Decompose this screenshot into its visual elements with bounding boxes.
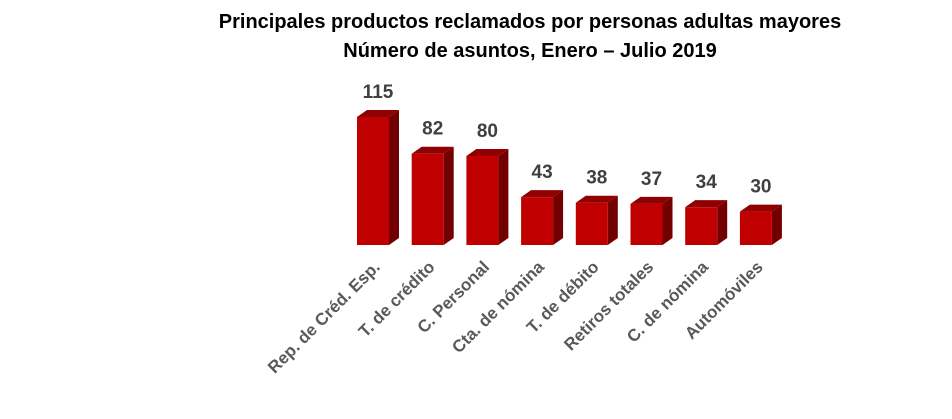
- data-label: 82: [422, 119, 443, 140]
- bar: [411, 146, 454, 245]
- bar: [685, 200, 728, 245]
- bar-front: [466, 155, 499, 245]
- bar-side: [443, 146, 454, 245]
- data-label: 115: [363, 82, 394, 103]
- chart-title: Principales productos reclamados por per…: [219, 11, 841, 33]
- bar-front: [739, 211, 772, 245]
- bar-top: [357, 110, 399, 117]
- bar: [575, 195, 618, 245]
- bar: [630, 196, 673, 245]
- bar: [357, 110, 399, 245]
- bar-top: [575, 195, 618, 203]
- data-label: 37: [641, 169, 662, 190]
- bar-side: [717, 200, 728, 245]
- bar-top: [466, 148, 509, 156]
- x-tick-label: Cta. de nómina: [448, 257, 548, 357]
- bar-side: [771, 204, 782, 245]
- bar: [466, 148, 509, 245]
- data-label: 80: [477, 121, 498, 142]
- bar-front: [685, 207, 718, 245]
- bar-side: [607, 195, 618, 245]
- bar-front: [411, 153, 444, 245]
- bar-top: [685, 200, 728, 208]
- data-label: 34: [696, 172, 718, 193]
- bar-top: [521, 190, 564, 198]
- bar-side: [389, 110, 399, 245]
- bar-front: [521, 197, 554, 245]
- bar-side: [498, 148, 509, 245]
- bar-side: [662, 196, 673, 245]
- bar-top: [411, 146, 454, 154]
- data-label: 38: [586, 168, 607, 189]
- bar-front: [630, 203, 663, 245]
- chart-subtitle: Número de asuntos, Enero – Julio 2019: [343, 40, 716, 62]
- bar-top: [630, 196, 673, 204]
- bar: [739, 204, 782, 245]
- bar-front: [575, 202, 608, 245]
- bar-side: [553, 190, 564, 245]
- bar-top: [739, 204, 782, 212]
- bar: [521, 190, 564, 245]
- data-label: 30: [750, 177, 771, 198]
- bar-front: [357, 117, 389, 245]
- data-label: 43: [532, 162, 553, 183]
